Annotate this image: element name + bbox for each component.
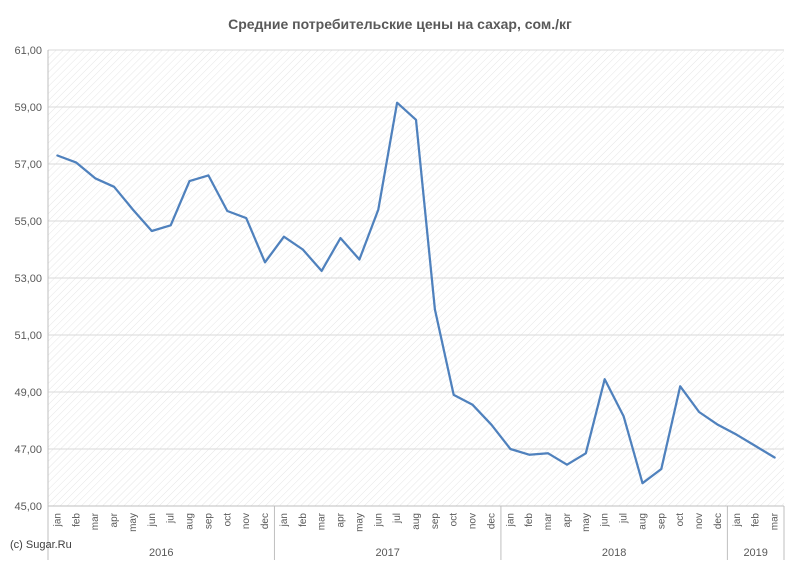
x-tick-label: dec [260,513,271,529]
x-tick-label: sep [430,513,441,530]
x-tick-label: may [128,513,139,532]
x-tick-label: jan [732,513,743,527]
x-tick-label: aug [637,513,648,530]
y-tick-label: 55,00 [14,216,42,228]
x-tick-label: oct [675,513,686,527]
y-tick-label: 45,00 [14,501,42,513]
x-tick-label: jan [52,513,63,527]
x-tick-label: apr [109,512,120,527]
x-tick-label: mar [770,512,781,530]
y-tick-label: 51,00 [14,330,42,342]
x-tick-label: feb [751,513,762,527]
x-tick-label: nov [241,513,252,529]
x-tick-label: jul [166,513,177,524]
x-tick-label: may [581,513,592,532]
x-tick-label: jun [600,513,611,527]
y-tick-label: 47,00 [14,444,42,456]
series-layer [56,101,776,485]
x-tick-label: jan [279,513,290,527]
y-tick-label: 49,00 [14,387,42,399]
x-tick-label: feb [524,513,535,527]
x-tick-label: feb [298,513,309,527]
year-label: 2017 [375,547,399,559]
year-label: 2016 [149,547,173,559]
chart-title: Средние потребительские цены на сахар, с… [228,16,572,32]
x-tick-label: mar [543,512,554,530]
x-tick-label: jan [505,513,516,527]
x-tick-label: nov [694,513,705,529]
x-tick-label: dec [713,513,724,529]
axes [47,50,785,560]
x-tick-label: may [354,513,365,532]
y-tick-label: 59,00 [14,102,42,114]
x-tick-label: jul [619,513,630,524]
x-tick-label: jun [147,513,158,527]
y-tick-label: 53,00 [14,273,42,285]
x-tick-label: apr [562,512,573,527]
x-tick-label: feb [71,513,82,527]
copyright-text: (c) Sugar.Ru [10,539,72,551]
x-tick-label: oct [222,513,233,527]
x-tick-label: mar [90,512,101,530]
y-tick-label: 57,00 [14,159,42,171]
x-tick-label: oct [449,513,460,527]
x-tick-label: sep [656,513,667,530]
x-tick-label: nov [468,513,479,529]
y-tick-label: 61,00 [14,45,42,57]
x-tick-label: jun [373,513,384,527]
x-tick-label: apr [336,512,347,527]
series-line [56,101,776,485]
year-label: 2019 [743,547,767,559]
x-tick-label: aug [411,513,422,530]
x-tick-label: sep [203,513,214,530]
year-label: 2018 [602,547,626,559]
x-tick-label: aug [185,513,196,530]
x-tick-label: jul [392,513,403,524]
x-tick-label: dec [486,513,497,529]
x-tick-label: mar [317,512,328,530]
labels: 45,00 47,00 49,00 51,00 53,00 55,00 57,00 59,00… [14,45,780,559]
